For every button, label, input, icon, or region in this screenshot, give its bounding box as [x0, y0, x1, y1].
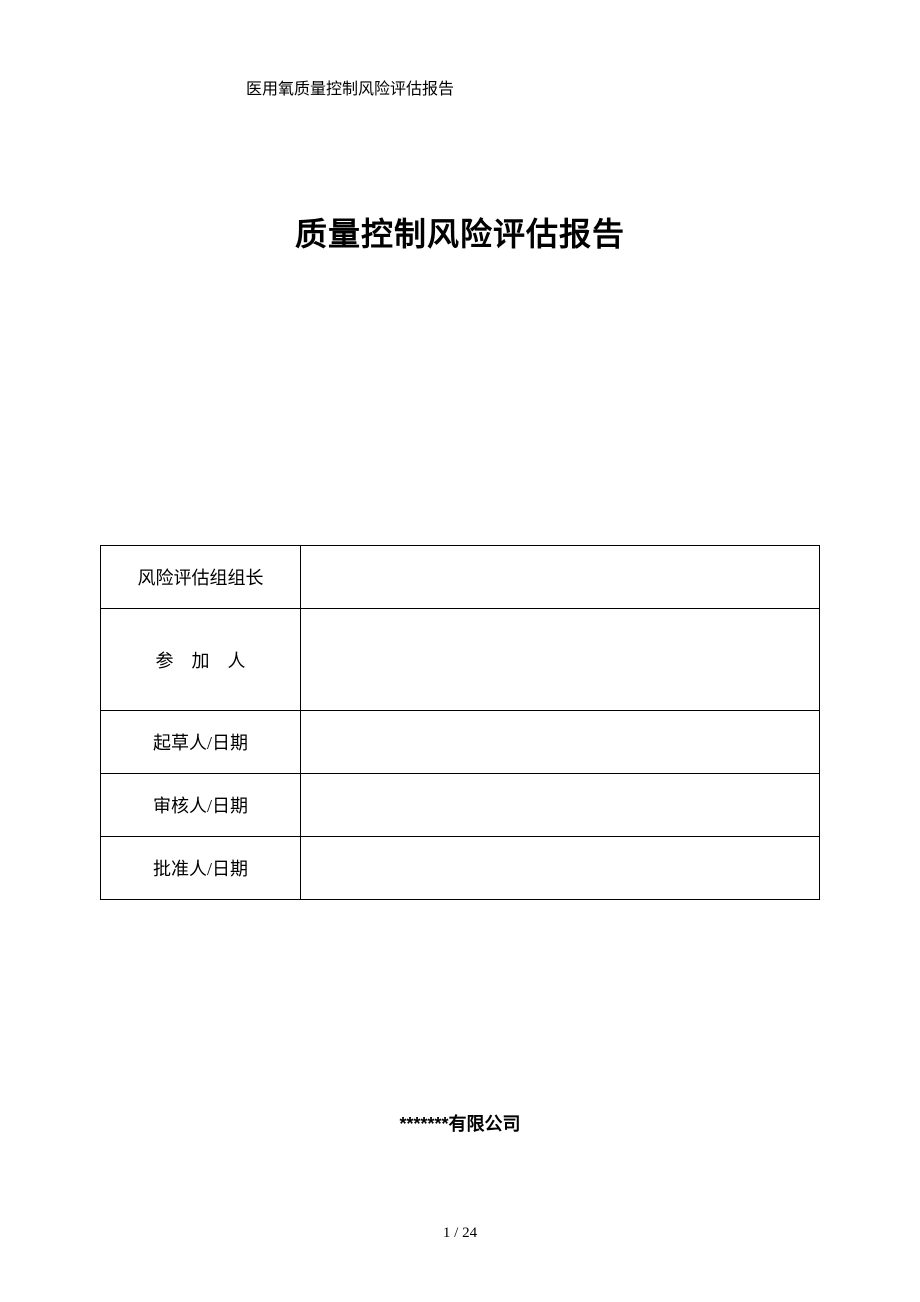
label-cell-drafter: 起草人/日期: [101, 711, 301, 774]
page-number: 1 / 24: [0, 1225, 920, 1242]
label-cell-participant: 参加人: [101, 609, 301, 711]
label-cell-reviewer: 审核人/日期: [101, 774, 301, 837]
table-row: 批准人/日期: [101, 837, 820, 900]
label-cell-approver: 批准人/日期: [101, 837, 301, 900]
main-title: 质量控制风险评估报告: [100, 209, 820, 255]
label-cell-leader: 风险评估组组长: [101, 546, 301, 609]
header-text: 医用氧质量控制风险评估报告: [0, 75, 820, 99]
table-row: 审核人/日期: [101, 774, 820, 837]
table-row: 起草人/日期: [101, 711, 820, 774]
value-cell-participant: [301, 609, 820, 711]
value-cell-reviewer: [301, 774, 820, 837]
company-name: *******有限公司: [100, 1110, 820, 1136]
table-row: 参加人: [101, 609, 820, 711]
value-cell-leader: [301, 546, 820, 609]
info-table: 风险评估组组长 参加人 起草人/日期 审核人/日期 批准人/日期: [100, 545, 820, 900]
participant-label: 参加人: [138, 651, 264, 671]
page-container: 医用氧质量控制风险评估报告 质量控制风险评估报告 风险评估组组长 参加人 起草人…: [0, 0, 920, 1302]
value-cell-drafter: [301, 711, 820, 774]
table-row: 风险评估组组长: [101, 546, 820, 609]
value-cell-approver: [301, 837, 820, 900]
